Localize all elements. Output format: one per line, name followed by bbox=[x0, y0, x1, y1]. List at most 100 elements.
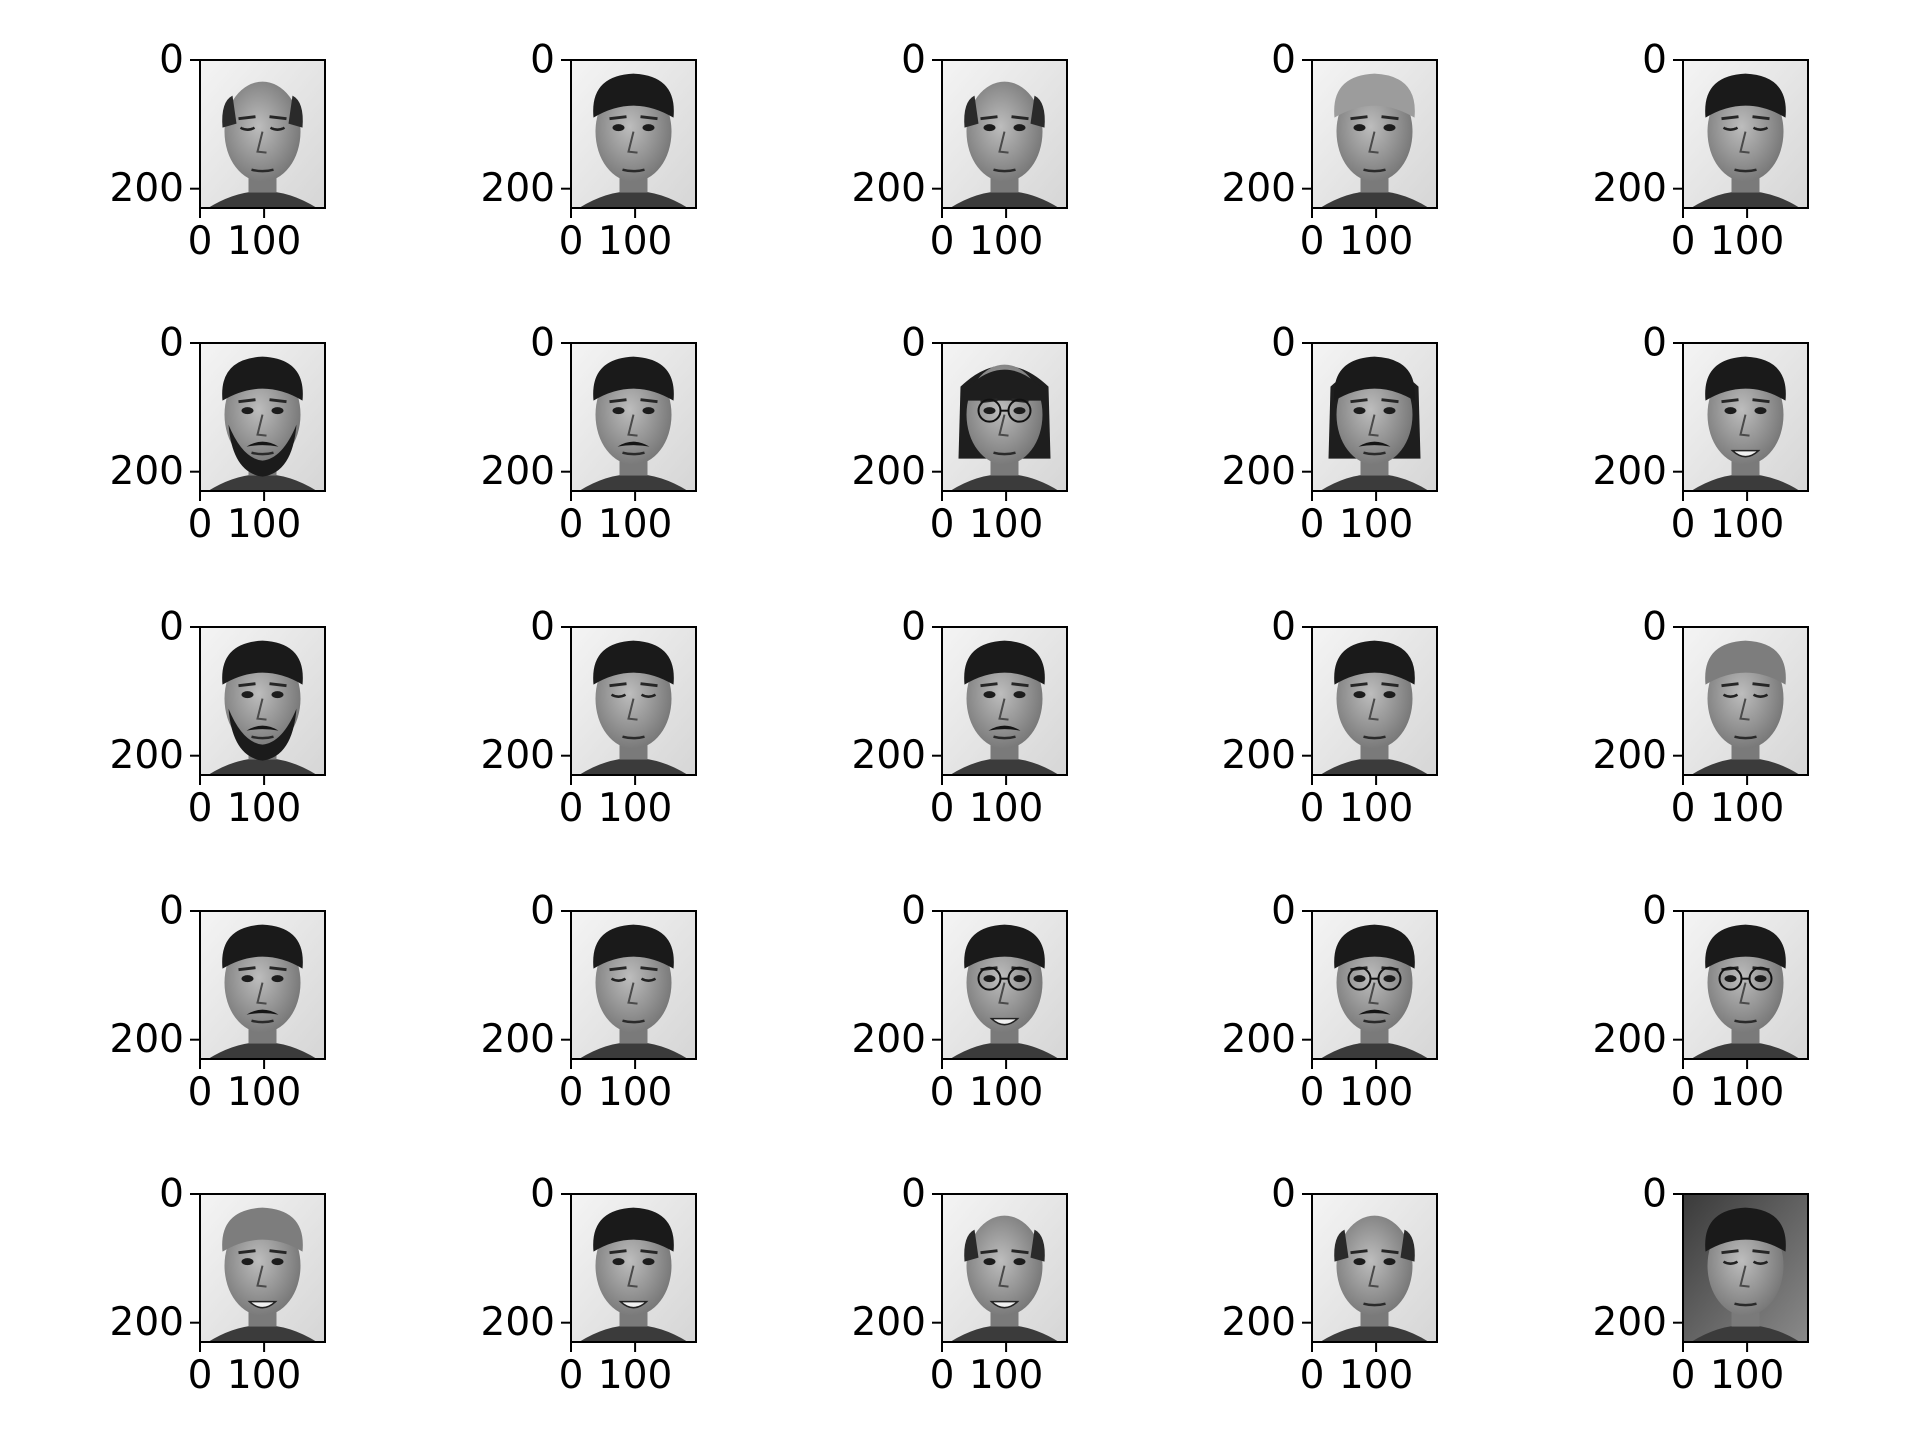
y-tick-label: 0 bbox=[901, 38, 926, 83]
x-tick-label: 100 bbox=[227, 1353, 301, 1398]
image-shoulders bbox=[208, 1042, 317, 1059]
image-nose bbox=[256, 1265, 267, 1288]
axes-frame bbox=[1311, 342, 1438, 492]
y-tick-label: 0 bbox=[1271, 1172, 1296, 1217]
image-nose bbox=[256, 698, 267, 721]
axes-frame bbox=[941, 1193, 1068, 1343]
image-eyebrows bbox=[238, 115, 287, 121]
x-tick-label: 0 bbox=[930, 786, 955, 831]
image-nose bbox=[256, 982, 267, 1005]
image-mouth bbox=[622, 451, 645, 456]
image-eye-left bbox=[983, 124, 996, 132]
image-eye-left bbox=[1724, 407, 1737, 415]
y-tick-label: 0 bbox=[530, 321, 555, 366]
y-tick-label: 200 bbox=[481, 1017, 555, 1062]
y-tick-label: 0 bbox=[530, 38, 555, 83]
y-tick-label: 200 bbox=[1222, 1300, 1296, 1345]
image-mouth bbox=[1363, 451, 1386, 456]
image-hair-side-left bbox=[222, 95, 237, 128]
axes-frame bbox=[941, 59, 1068, 209]
image-shoulders bbox=[208, 474, 317, 491]
image-shoulders bbox=[1691, 474, 1800, 491]
image-shoulders bbox=[579, 1325, 688, 1342]
image-mustache bbox=[1358, 441, 1391, 447]
image-eyebrows bbox=[609, 966, 658, 972]
image-hair bbox=[1334, 73, 1415, 118]
image-hair-side-right bbox=[1030, 1229, 1045, 1262]
x-tick-label: 100 bbox=[1710, 1070, 1784, 1115]
face-image bbox=[1312, 911, 1437, 1059]
image-nose bbox=[1739, 698, 1750, 721]
y-tick-label: 0 bbox=[901, 889, 926, 934]
y-tick-label: 200 bbox=[1593, 166, 1667, 211]
image-mouth bbox=[251, 735, 274, 740]
image-hair-bangs bbox=[962, 369, 1047, 401]
image-hair bbox=[222, 1207, 303, 1252]
image-eyebrows bbox=[238, 966, 287, 972]
image-beard bbox=[228, 708, 297, 761]
face-image bbox=[200, 911, 325, 1059]
axes-frame bbox=[1682, 626, 1809, 776]
image-eye-right bbox=[1383, 124, 1396, 132]
image-eye-right bbox=[1013, 691, 1026, 699]
face-image bbox=[942, 911, 1067, 1059]
image-hair-side-left bbox=[964, 95, 979, 128]
image-nose bbox=[998, 982, 1009, 1005]
image-eye-left bbox=[612, 1258, 625, 1266]
image-hair-side-left bbox=[964, 1229, 979, 1262]
image-mouth bbox=[251, 1019, 274, 1024]
axes-frame bbox=[199, 59, 326, 209]
image-nose bbox=[1368, 131, 1379, 154]
image-eyebrows bbox=[1350, 1249, 1399, 1255]
image-eyebrows bbox=[609, 398, 658, 404]
y-tick-label: 0 bbox=[1642, 605, 1667, 650]
image-hair-side-right bbox=[288, 95, 303, 128]
x-tick-label: 100 bbox=[598, 786, 672, 831]
axes-frame bbox=[570, 1193, 697, 1343]
image-mustache bbox=[246, 441, 279, 447]
axes-frame bbox=[570, 910, 697, 1060]
image-eyebrows bbox=[238, 398, 287, 404]
image-eyebrows bbox=[1721, 1249, 1770, 1255]
image-nose bbox=[1739, 1265, 1750, 1288]
x-tick-label: 100 bbox=[1710, 786, 1784, 831]
y-tick-label: 200 bbox=[1593, 1017, 1667, 1062]
image-hair bbox=[1334, 640, 1415, 685]
image-mouth bbox=[989, 1300, 1020, 1309]
axes-frame bbox=[1682, 342, 1809, 492]
image-shoulders bbox=[579, 474, 688, 491]
image-hair bbox=[593, 924, 674, 969]
image-mouth bbox=[1734, 1019, 1757, 1024]
face-image bbox=[571, 627, 696, 775]
y-tick-label: 200 bbox=[110, 1017, 184, 1062]
x-tick-label: 0 bbox=[930, 1070, 955, 1115]
y-tick-label: 0 bbox=[159, 605, 184, 650]
image-hair-side-left bbox=[1334, 1229, 1349, 1262]
y-tick-label: 200 bbox=[110, 733, 184, 778]
image-eyebrows bbox=[980, 115, 1029, 121]
image-eye-right bbox=[269, 126, 286, 131]
y-tick-label: 0 bbox=[159, 1172, 184, 1217]
image-hair bbox=[1334, 356, 1415, 401]
image-nose bbox=[627, 414, 638, 437]
axes-frame bbox=[1682, 59, 1809, 209]
image-eye-left bbox=[610, 693, 627, 698]
axes-frame bbox=[199, 910, 326, 1060]
image-eye-right bbox=[1013, 1258, 1026, 1266]
image-mouth bbox=[622, 735, 645, 740]
face-image bbox=[942, 1194, 1067, 1342]
image-eye-left bbox=[983, 1258, 996, 1266]
image-beard bbox=[228, 424, 297, 477]
image-hair bbox=[222, 356, 303, 401]
